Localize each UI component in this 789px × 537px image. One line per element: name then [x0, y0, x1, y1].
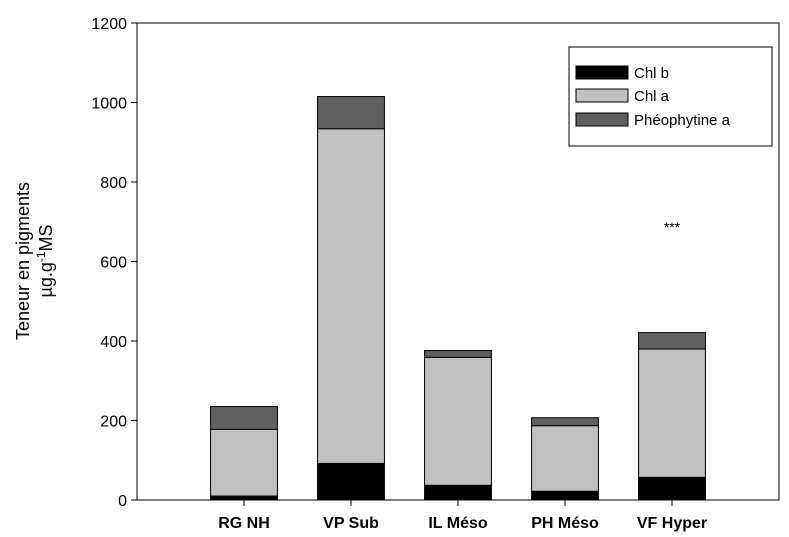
x-tick-label-vf-hyper: VF Hyper: [637, 515, 707, 532]
y-tick-label: 1000: [91, 96, 127, 113]
bars-group: [210, 96, 706, 501]
y-tick-label: 0: [118, 493, 127, 510]
y-tick-label: 400: [100, 334, 127, 351]
bar-ph-meso-chl-b: [531, 490, 599, 501]
bar-il-meso-chl-b: [424, 484, 492, 501]
legend-swatch-chl-b: [575, 65, 629, 80]
legend-label-pheophytine-a: Phéophytine a: [634, 112, 731, 129]
bar-il-meso-chl-a: [424, 356, 492, 486]
x-tick-label-vp-sub: VP Sub: [323, 515, 379, 532]
legend: Chl b Chl a Phéophytine a: [568, 46, 773, 147]
significance-annotations: ******: [664, 219, 681, 235]
y-tick-label: 1200: [91, 16, 127, 33]
y-tick-label: 800: [100, 175, 127, 192]
bar-vf-hyper-chl-a: [638, 348, 706, 478]
bar-vf-hyper-pheophytine-a: [638, 332, 706, 350]
x-tick-label-il-meso: IL Méso: [428, 515, 488, 532]
legend-swatch-chl-a: [575, 88, 629, 103]
legend-swatch-pheophytine-a: [575, 112, 629, 127]
y-axis-unit-base: µg.g: [36, 262, 56, 297]
bar-vf-hyper-chl-b: [638, 476, 706, 501]
significance-marker-vf-hyper: ***: [664, 219, 681, 235]
bar-vp-sub-pheophytine-a: [317, 96, 385, 130]
y-axis-unit-suffix: MS: [36, 224, 56, 251]
bar-vp-sub-chl-a: [317, 128, 385, 464]
y-axis-unit-superscript: -1: [34, 251, 48, 262]
legend-label-chl-b: Chl b: [634, 65, 669, 82]
bar-rg-nh-chl-a: [210, 428, 278, 497]
y-tick-label: 600: [100, 255, 127, 272]
legend-label-chl-a: Chl a: [634, 88, 670, 105]
x-axis: RG NH VP Sub IL Méso PH Méso VF Hyper: [218, 500, 707, 532]
y-axis-title-line1: Teneur en pigments: [13, 182, 33, 340]
bar-rg-nh-chl-b: [210, 495, 278, 501]
bar-il-meso-pheophytine-a: [424, 350, 492, 358]
y-tick-label: 200: [100, 414, 127, 431]
y-axis-title-line2: µg.g-1MS: [34, 224, 56, 297]
x-tick-label-rg-nh: RG NH: [218, 515, 270, 532]
y-axis: 0 200 400 600 800 1000 1200: [91, 16, 137, 510]
bar-rg-nh-pheophytine-a: [210, 406, 278, 430]
x-tick-label-ph-meso: PH Méso: [531, 515, 599, 532]
bar-ph-meso-pheophytine-a: [531, 417, 599, 427]
bar-vp-sub-chl-b: [317, 462, 385, 501]
bar-ph-meso-chl-a: [531, 425, 599, 492]
